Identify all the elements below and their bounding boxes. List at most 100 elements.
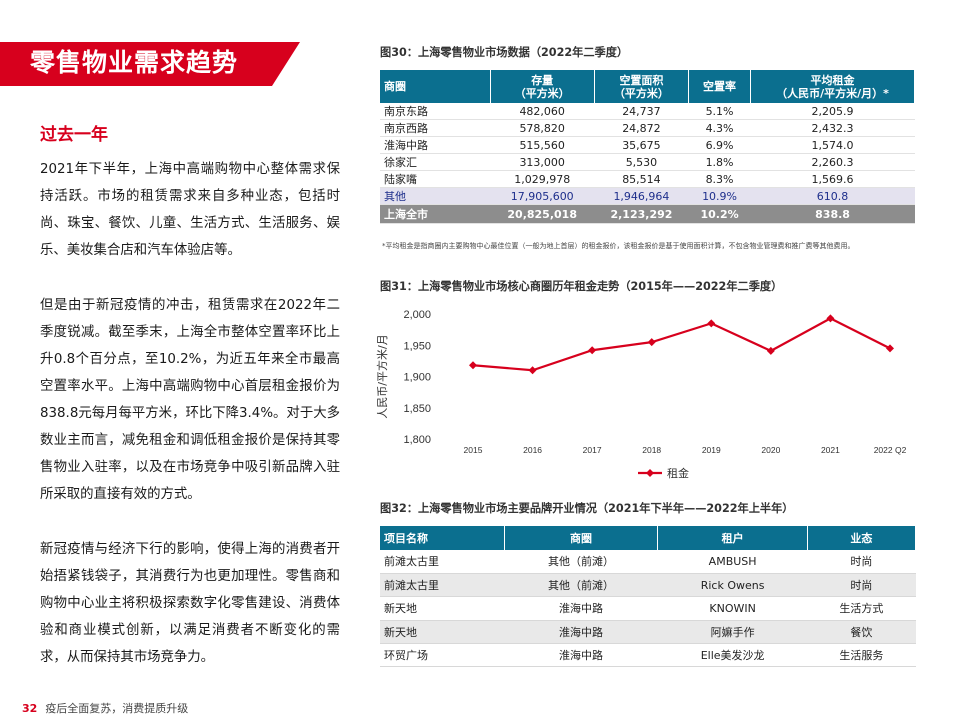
rent-trend-chart: 1,800 1,850 1,900 1,950 2,000 人民币/平方米/月 2015 20… (375, 309, 907, 480)
x-tick-label: 2021 (821, 445, 840, 455)
cell: 24,737 (594, 103, 689, 120)
cell: 2,123,292 (594, 204, 689, 224)
banner-shape (0, 42, 300, 86)
x-tick-label: 2018 (642, 445, 661, 455)
cell: 前滩太古里 (380, 550, 504, 574)
cell: 1,029,978 (490, 170, 595, 188)
cell: 17,905,600 (490, 187, 595, 205)
data-point (588, 346, 597, 355)
cell: 新天地 (380, 596, 504, 621)
legend-marker (646, 469, 654, 477)
cell: 6.9% (688, 136, 751, 154)
y-tick-label: 2,000 (403, 309, 431, 321)
col-header-project: 项目名称 (380, 526, 505, 550)
left-heading: 过去一年 (40, 125, 108, 145)
cell: 313,000 (490, 153, 595, 171)
cell: 1,946,964 (594, 187, 689, 205)
table-row: 环贸广场 淮海中路 Elle美发沙龙 生活服务 (380, 643, 916, 668)
left-column: 过去一年 2021年下半年，上海中高端购物中心整体需求保持活跃。市场的租赁需求来… (40, 124, 340, 699)
col-header-stock: 存量 （平方米） (490, 70, 595, 103)
cell: 10.9% (688, 187, 751, 205)
table-row: 前滩太古里 其他（前滩） AMBUSH 时尚 (380, 550, 916, 574)
table-row: 陆家嘴 1,029,978 85,514 8.3% 1,569.6 (380, 170, 915, 188)
col-header-tenant: 租户 (657, 526, 808, 550)
cell: 餐饮 (807, 620, 916, 645)
cell: 24,872 (594, 119, 689, 137)
cell: 时尚 (807, 573, 916, 598)
cell: 环贸广场 (380, 643, 504, 668)
cell: 85,514 (594, 170, 689, 188)
table30-footnote: *平均租金是指商圈内主要购物中心最佳位置（一般为地上首层）的租金报价，该租金报价… (382, 242, 855, 250)
page-footer: 32 疫后全面复苏，消费提质升级 (22, 700, 188, 716)
cell: 2,205.9 (750, 103, 915, 120)
paragraph-3: 新冠疫情与经济下行的影响，使得上海的消费者开始捂紧钱袋子，其消费行为也更加理性。… (40, 542, 340, 665)
brand-openings-table: 项目名称 商圈 租户 业态 前滩太古里 其他（前滩） AMBUSH 时尚 前滩太古里其… (380, 526, 917, 668)
legend-label: 租金 (667, 466, 689, 480)
cell: 5.1% (688, 103, 751, 120)
x-tick-label: 2017 (583, 445, 602, 455)
table-header-row: 商圈 存量 （平方米） 空置面积 （平方米） 空置率 平均租金 （人民币/平方米/月）… (380, 70, 915, 103)
x-tick-label: 2020 (761, 445, 780, 455)
data-point (766, 346, 775, 355)
table30-title: 图30：上海零售物业市场数据（2022年二季度） (380, 46, 629, 59)
cell: 新天地 (380, 620, 504, 645)
cell: 生活服务 (807, 643, 916, 668)
cell: 其他（前滩） (504, 573, 658, 598)
cell: 35,675 (594, 136, 689, 154)
cell: 阿嫲手作 (657, 620, 808, 645)
table-row: 南京东路 482,060 24,737 5.1% 2,205.9 (380, 103, 915, 120)
cell: 淮海中路 (380, 136, 490, 154)
cell: 徐家汇 (380, 153, 490, 171)
table-row: 新天地 淮海中路 阿嫲手作 餐饮 (380, 620, 916, 645)
cell: 南京西路 (380, 119, 490, 137)
market-data-table: 商圈 存量 （平方米） 空置面积 （平方米） 空置率 平均租金 （人民币/平方米/月）… (380, 70, 915, 224)
cell: 838.8 (750, 204, 915, 224)
y-tick-label: 1,950 (403, 340, 431, 352)
cell: 5,530 (594, 153, 689, 171)
y-tick-label: 1,850 (403, 403, 431, 415)
paragraph-2: 但是由于新冠疫情的冲击，租赁需求在2022年二季度锐减。截至季末，上海全市整体空… (40, 298, 340, 502)
x-tick-label: 2019 (702, 445, 721, 455)
table-row: 前滩太古里 其他（前滩） Rick Owens 时尚 (380, 573, 916, 598)
data-point (528, 366, 537, 375)
cell: Elle美发沙龙 (657, 643, 808, 668)
table-row: 南京西路 578,820 24,872 4.3% 2,432.3 (380, 119, 915, 137)
cell: 其他 (380, 187, 490, 205)
data-point (886, 344, 894, 353)
cell: 前滩太古里 (380, 573, 504, 598)
cell: 淮海中路 (504, 643, 658, 668)
chart-title: 图31：上海零售物业市场核心商圈历年租金走势（2015年——2022年二季度） (380, 280, 783, 293)
x-tick-label: 2016 (523, 445, 542, 455)
table-row: 淮海中路 515,560 35,675 6.9% 1,574.0 (380, 136, 915, 154)
col-header-avg-rent: 平均租金 （人民币/平方米/月）* (750, 70, 915, 103)
x-tick-label: 2015 (464, 445, 483, 455)
col-header-district: 商圈 (380, 70, 491, 103)
cell: 4.3% (688, 119, 751, 137)
section-title: 零售物业需求趋势 (30, 48, 239, 77)
table-row-other: 其他 17,905,600 1,946,964 10.9% 610.8 (380, 187, 915, 205)
y-tick-label: 1,900 (403, 372, 431, 384)
cell: 2,432.3 (750, 119, 915, 137)
col-header-sector: 业态 (807, 526, 917, 550)
cell: 10.2% (688, 204, 751, 224)
col-header-vacant-area: 空置面积 （平方米） (594, 70, 689, 103)
data-point (647, 338, 656, 347)
cell: 淮海中路 (504, 596, 658, 621)
cell: 578,820 (490, 119, 595, 137)
cell: 2,260.3 (750, 153, 915, 171)
footer-text: 疫后全面复苏，消费提质升级 (45, 702, 189, 715)
cell: 南京东路 (380, 103, 490, 120)
cell: 1,569.6 (750, 170, 915, 188)
cell: 20,825,018 (490, 204, 595, 224)
y-axis-label: 人民币/平方米/月 (375, 334, 389, 418)
cell: AMBUSH (657, 550, 808, 574)
section-banner: 零售物业需求趋势 (0, 42, 300, 86)
cell: 淮海中路 (504, 620, 658, 645)
cell: 515,560 (490, 136, 595, 154)
col-header-district: 商圈 (504, 526, 659, 550)
col-header-vacancy-rate: 空置率 (688, 70, 752, 103)
table32-title: 图32：上海零售物业市场主要品牌开业情况（2021年下半年——2022年上半年） (380, 502, 794, 515)
cell: 上海全市 (380, 204, 490, 224)
data-point (707, 319, 716, 328)
cell: 其他（前滩） (504, 550, 658, 574)
